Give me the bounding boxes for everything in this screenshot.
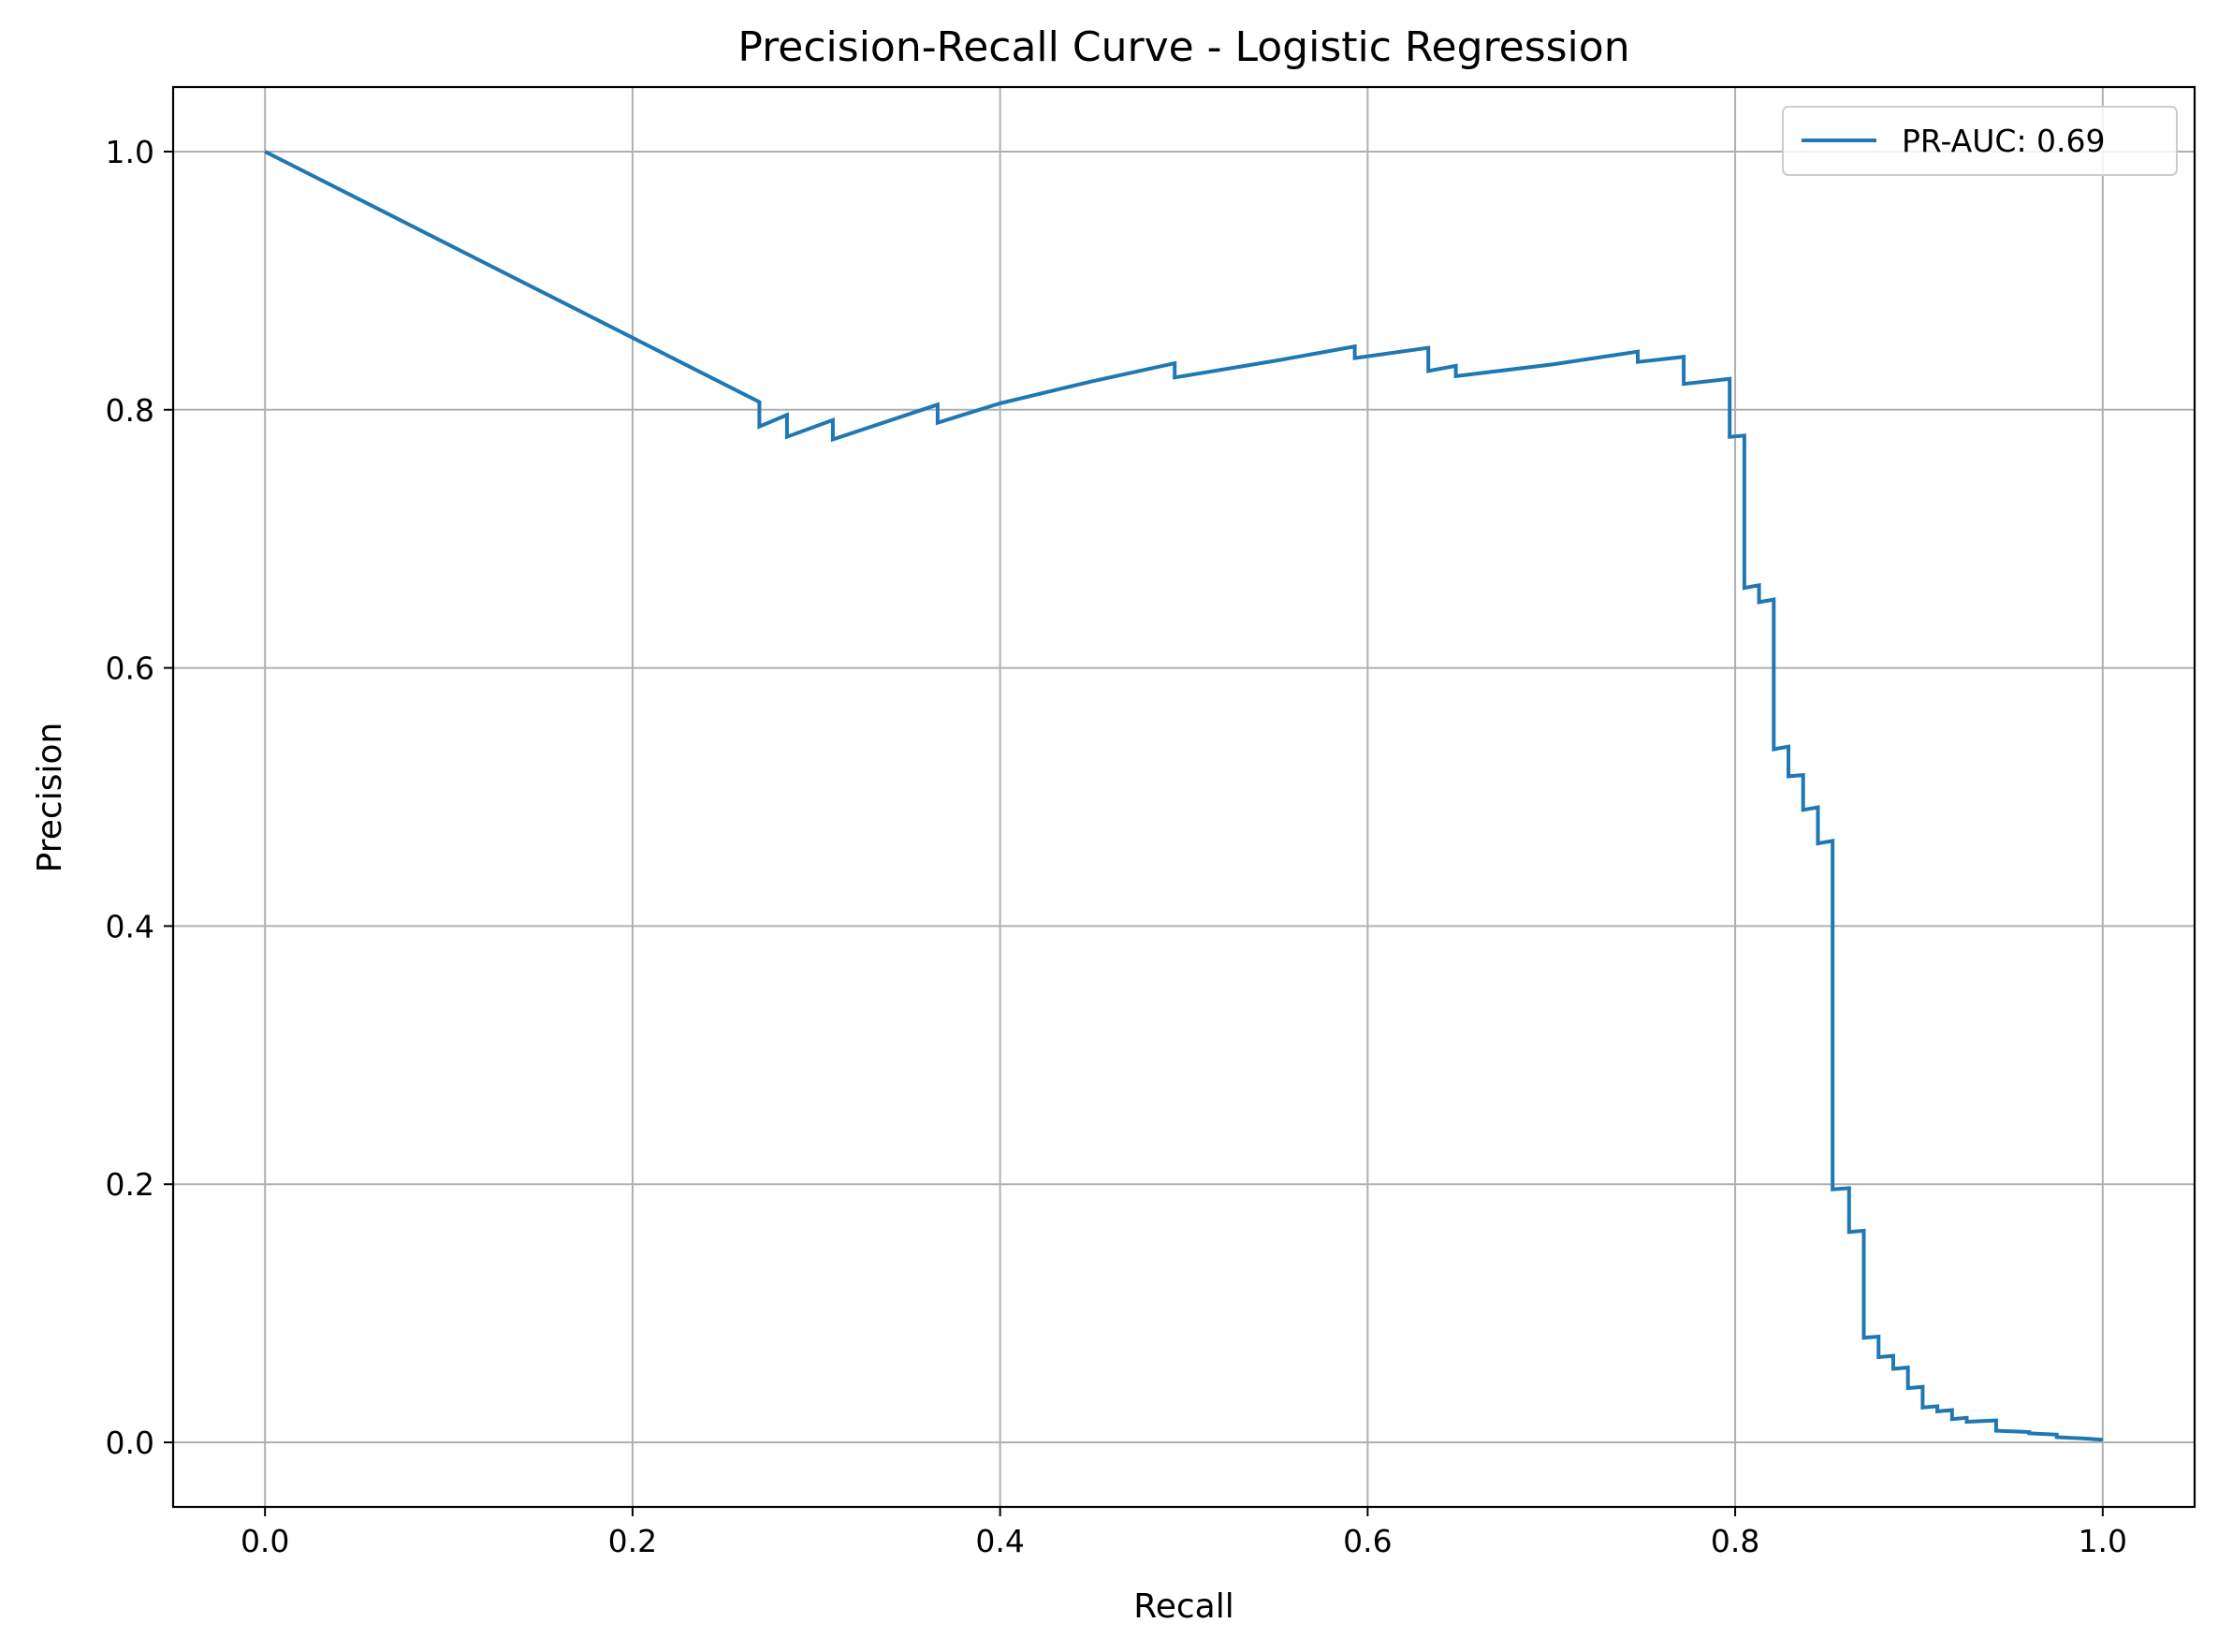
x-tick-label: 0.6	[1343, 1523, 1392, 1559]
axis-ticks	[164, 150, 2104, 1516]
y-axis-label: Precision	[31, 723, 69, 873]
y-tick-label: 0.4	[106, 908, 154, 944]
x-tick-label: 0.0	[241, 1523, 289, 1559]
grid-lines	[173, 87, 2195, 1507]
legend-box	[1782, 106, 2178, 176]
precision-recall-line	[264, 150, 2103, 1442]
chart-title: Precision-Recall Curve - Logistic Regres…	[737, 23, 1629, 71]
x-tick-label: 0.4	[975, 1523, 1024, 1559]
y-tick-label: 0.8	[106, 392, 154, 429]
plot-frame	[171, 85, 2196, 1509]
x-tick-label: 1.0	[2079, 1523, 2127, 1559]
x-axis-label: Recall	[1133, 1587, 1233, 1626]
legend: PR-AUC: 0.69	[1782, 106, 2178, 176]
y-tick-label: 0.0	[106, 1425, 154, 1461]
legend-label: PR-AUC: 0.69	[1902, 123, 2106, 159]
y-tick-label: 1.0	[106, 134, 154, 170]
axis-tick-labels: 0.0 0.2 0.4 0.6 0.8 1.0 0.0 0.2 0.4 0.6 0.8 1.0	[106, 134, 2128, 1559]
x-tick-label: 0.8	[1711, 1523, 1759, 1559]
y-tick-label: 0.6	[106, 651, 154, 687]
y-tick-label: 0.2	[106, 1166, 154, 1203]
x-tick-label: 0.2	[608, 1523, 657, 1559]
